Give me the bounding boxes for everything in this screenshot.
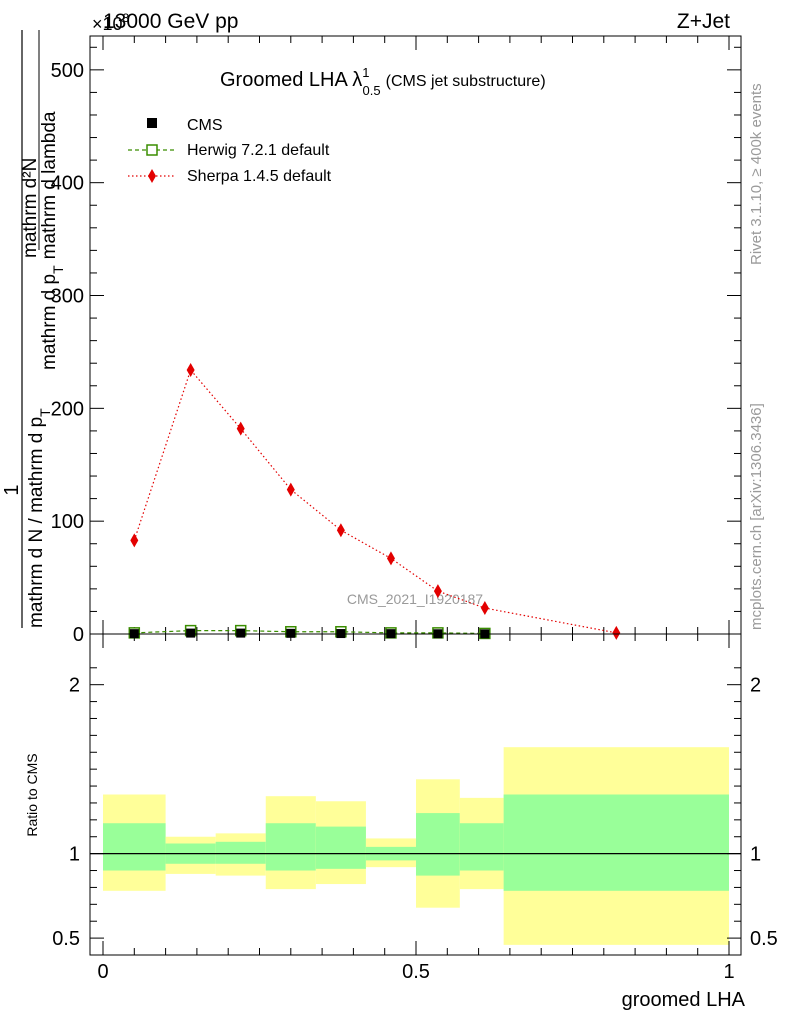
x-axis-label: groomed LHA xyxy=(622,989,746,1011)
process-label: Z+Jet xyxy=(677,10,730,33)
ratio-ytick-label-right: 1 xyxy=(750,844,761,866)
sherpa-point xyxy=(612,625,621,640)
sherpa-point xyxy=(386,551,395,566)
energy-label: 13000 GeV pp xyxy=(103,10,238,33)
ratio-ytick-label-right: 2 xyxy=(750,675,761,697)
ylabel-denominator: mathrm d N / mathrm d pT xyxy=(26,408,53,628)
ratio-stat-uncertainty-band xyxy=(265,823,316,871)
scale-exponent-label: ×103 xyxy=(92,11,130,34)
legend-herwig-label: Herwig 7.2.1 default xyxy=(187,142,330,159)
sherpa-point xyxy=(433,584,442,599)
ratio-y-ticks: 0.5 0.5 1 1 2 2 xyxy=(52,667,778,950)
ratio-bands xyxy=(103,747,729,945)
cms-point xyxy=(186,628,196,638)
ratio-y-axis-label: Ratio to CMS xyxy=(24,753,40,836)
main-y-ticks: 0 100 200 300 400 500 xyxy=(51,46,741,646)
legend-entry-herwig: Herwig 7.2.1 default xyxy=(128,142,330,159)
main-ytick-label: 200 xyxy=(51,398,84,420)
ratio-stat-uncertainty-band xyxy=(103,823,166,871)
ratio-xtick-label: 0.5 xyxy=(402,961,430,983)
cms-point xyxy=(236,628,246,638)
mcplots-label: mcplots.cern.ch [arXiv:1306.3436] xyxy=(748,403,765,630)
sherpa-point xyxy=(336,523,345,538)
legend-sherpa-label: Sherpa 1.4.5 default xyxy=(187,168,332,185)
ylabel-inner-denominator: mathrm d pTmathrm d lambda xyxy=(39,111,66,370)
legend-entry-sherpa: Sherpa 1.4.5 default xyxy=(128,168,332,185)
herwig-series-line xyxy=(134,630,485,635)
ratio-plot: 0.5 0.51 12 2 0 0.5 1 Ratio to CMS groomed LH… xyxy=(24,633,778,1011)
legend-herwig-marker xyxy=(146,144,158,156)
ratio-xtick-label: 0 xyxy=(97,961,108,983)
ratio-xtick-label: 1 xyxy=(723,961,734,983)
main-y-axis-label: 1 mathrm d N / mathrm d pT mathrm d²N ma… xyxy=(1,30,66,628)
ylabel-numerator: 1 xyxy=(1,484,23,495)
analysis-watermark: CMS_2021_I1920187 xyxy=(347,591,483,607)
main-ytick-label: 300 xyxy=(51,286,84,308)
legend-cms-label: CMS xyxy=(187,117,223,134)
legend-cms-marker xyxy=(147,118,157,128)
ratio-stat-uncertainty-band xyxy=(459,823,504,871)
ylabel-inner-numerator: mathrm d²N xyxy=(20,158,41,258)
plot-title: Groomed LHA λ1 0.5(CMS jet substructure) xyxy=(220,65,546,98)
main-ytick-label: 100 xyxy=(51,511,84,533)
legend-entry-cms: CMS xyxy=(147,117,223,134)
main-plot: 1 mathrm d N / mathrm d pT mathrm d²N ma… xyxy=(1,30,742,646)
sherpa-point xyxy=(130,533,139,548)
sherpa-point xyxy=(236,421,245,436)
ratio-ytick-label-right: 0.5 xyxy=(750,928,778,950)
cms-point xyxy=(286,628,296,638)
main-ytick-label: 0 xyxy=(73,624,84,646)
ratio-ytick-label-left: 0.5 xyxy=(52,928,80,950)
ratio-ytick-label-left: 2 xyxy=(69,675,80,697)
ratio-stat-uncertainty-band xyxy=(215,841,266,864)
sherpa-series-line xyxy=(133,368,617,634)
ratio-stat-uncertainty-band xyxy=(416,813,460,876)
sherpa-point xyxy=(286,482,295,497)
ratio-stat-uncertainty-band xyxy=(315,826,366,869)
ratio-stat-uncertainty-band xyxy=(503,794,729,891)
ratio-x-ticks: 0 0.5 1 xyxy=(97,634,735,983)
legend-sherpa-marker xyxy=(148,169,156,183)
ratio-ytick-label-left: 1 xyxy=(69,844,80,866)
legend: CMS Herwig 7.2.1 default Sherpa 1.4.5 de… xyxy=(128,117,332,185)
main-ytick-label: 500 xyxy=(51,60,84,82)
rivet-version-label: Rivet 3.1.10, ≥ 400k events xyxy=(748,83,765,265)
sherpa-point xyxy=(480,601,489,616)
sherpa-point xyxy=(186,362,195,377)
main-ytick-label: 400 xyxy=(51,173,84,195)
